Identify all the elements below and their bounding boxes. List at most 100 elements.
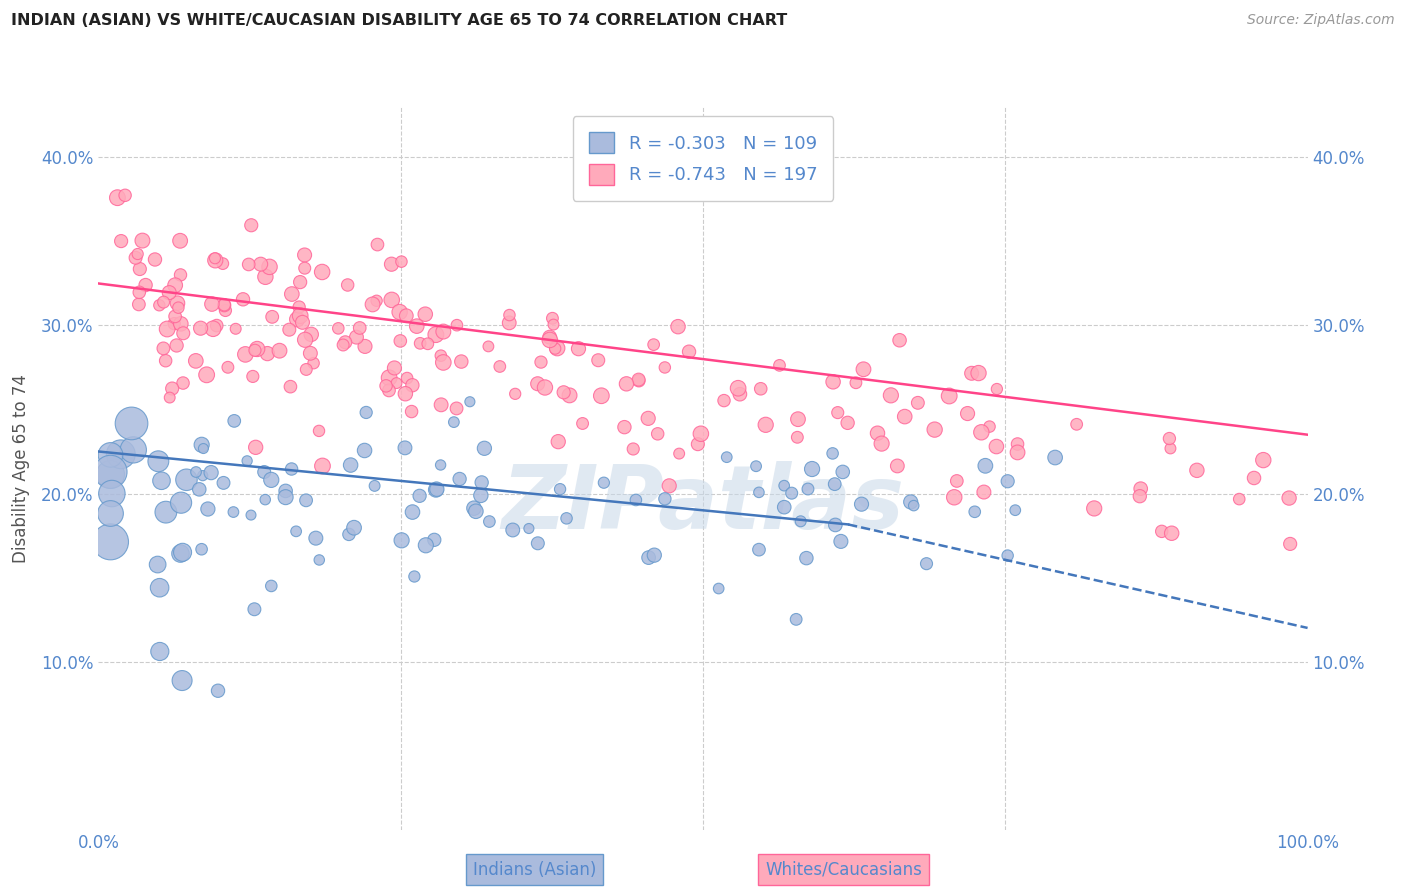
- Point: [128, 297, 150, 311]
- Point: [337, 527, 360, 541]
- Point: [353, 443, 375, 458]
- Point: [236, 454, 259, 468]
- Point: [294, 261, 316, 276]
- Point: [378, 370, 401, 384]
- Point: [404, 569, 426, 583]
- Point: [249, 257, 271, 271]
- Point: [474, 442, 496, 456]
- Point: [443, 415, 465, 429]
- Point: [214, 303, 236, 318]
- Point: [960, 366, 983, 380]
- Point: [821, 446, 844, 460]
- Point: [503, 387, 526, 401]
- Point: [432, 355, 454, 369]
- Point: [170, 496, 193, 510]
- Point: [488, 359, 510, 374]
- Point: [193, 442, 215, 456]
- Point: [114, 188, 136, 202]
- Point: [624, 493, 647, 508]
- Point: [150, 474, 173, 488]
- Point: [100, 465, 122, 479]
- Point: [727, 381, 749, 395]
- Point: [165, 278, 187, 293]
- Point: [643, 548, 665, 562]
- Point: [160, 382, 183, 396]
- Point: [128, 285, 150, 300]
- Point: [288, 275, 311, 289]
- Point: [900, 495, 922, 509]
- Point: [787, 412, 810, 426]
- Point: [1279, 537, 1302, 551]
- Point: [143, 252, 166, 267]
- Point: [432, 325, 454, 339]
- Point: [240, 219, 263, 233]
- Point: [235, 347, 257, 361]
- Point: [627, 374, 650, 388]
- Point: [146, 558, 169, 572]
- Point: [391, 254, 413, 268]
- Point: [621, 442, 644, 456]
- Point: [224, 414, 246, 428]
- Point: [346, 330, 368, 344]
- Point: [423, 533, 446, 547]
- Point: [245, 441, 267, 455]
- Point: [172, 326, 194, 341]
- Point: [1043, 450, 1066, 465]
- Point: [190, 542, 212, 557]
- Point: [361, 297, 384, 311]
- Point: [785, 612, 807, 626]
- Point: [526, 376, 548, 391]
- Point: [502, 523, 524, 537]
- Point: [548, 482, 571, 496]
- Point: [201, 297, 224, 311]
- Point: [363, 479, 385, 493]
- Point: [470, 488, 492, 502]
- Point: [242, 369, 264, 384]
- Point: [401, 378, 423, 392]
- Point: [378, 384, 401, 398]
- Point: [238, 257, 260, 271]
- Point: [797, 482, 820, 496]
- Point: [837, 416, 859, 430]
- Point: [385, 376, 408, 390]
- Point: [240, 508, 263, 522]
- Point: [165, 310, 187, 324]
- Point: [915, 557, 938, 571]
- Point: [190, 438, 212, 452]
- Point: [254, 269, 277, 284]
- Point: [260, 579, 283, 593]
- Point: [1160, 526, 1182, 541]
- Point: [538, 330, 561, 344]
- Point: [748, 542, 770, 557]
- Point: [211, 257, 233, 271]
- Point: [546, 341, 568, 355]
- Point: [627, 373, 650, 387]
- Point: [851, 497, 873, 511]
- Point: [716, 450, 738, 465]
- Point: [586, 353, 609, 368]
- Point: [389, 334, 412, 348]
- Point: [157, 285, 180, 300]
- Point: [430, 398, 453, 412]
- Point: [796, 551, 818, 566]
- Point: [845, 376, 868, 390]
- Point: [166, 296, 188, 310]
- Text: ZIPatlas: ZIPatlas: [502, 461, 904, 548]
- Point: [1159, 432, 1181, 446]
- Point: [188, 483, 211, 497]
- Point: [222, 505, 245, 519]
- Point: [979, 419, 1001, 434]
- Point: [413, 307, 436, 321]
- Point: [100, 507, 122, 521]
- Point: [686, 437, 709, 451]
- Point: [121, 417, 143, 431]
- Point: [773, 478, 796, 492]
- Point: [592, 475, 614, 490]
- Point: [328, 321, 350, 335]
- Point: [745, 459, 768, 474]
- Point: [907, 396, 929, 410]
- Point: [544, 342, 567, 356]
- Point: [311, 458, 333, 473]
- Point: [852, 362, 875, 376]
- Text: Indians (Asian): Indians (Asian): [472, 861, 596, 879]
